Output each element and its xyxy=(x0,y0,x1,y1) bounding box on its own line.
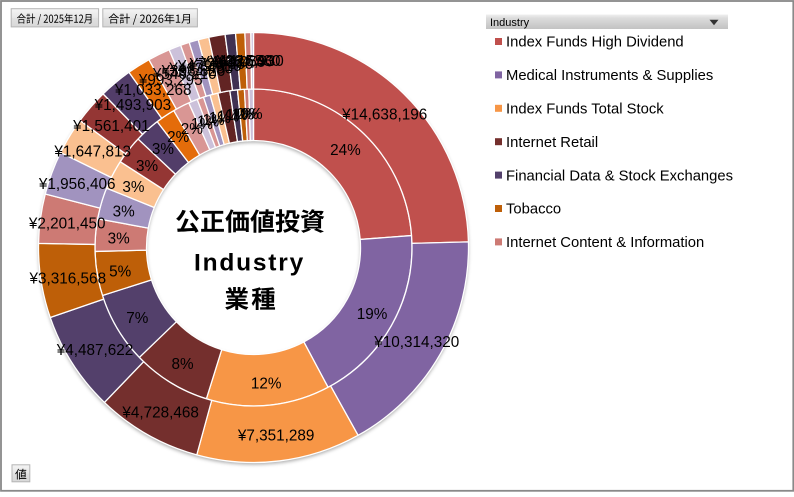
svg-text:¥10,314,320: ¥10,314,320 xyxy=(373,334,459,351)
svg-text:Tobacco: Tobacco xyxy=(506,202,561,218)
svg-text:Internet Content & Information: Internet Content & Information xyxy=(506,235,704,251)
svg-text:1%: 1% xyxy=(203,112,226,129)
svg-text:3%: 3% xyxy=(108,230,131,247)
svg-text:¥463,070: ¥463,070 xyxy=(200,54,265,71)
svg-text:¥7,351,289: ¥7,351,289 xyxy=(237,428,315,445)
svg-text:3%: 3% xyxy=(152,141,175,158)
svg-text:¥3,316,568: ¥3,316,568 xyxy=(29,270,107,287)
svg-text:24%: 24% xyxy=(330,142,361,159)
svg-text:¥1,647,813: ¥1,647,813 xyxy=(53,144,131,161)
svg-text:1%: 1% xyxy=(191,116,214,133)
svg-text:Financial Data & Stock Exchang: Financial Data & Stock Exchanges xyxy=(506,168,733,184)
svg-text:¥1,956,406: ¥1,956,406 xyxy=(38,176,116,193)
svg-text:3%: 3% xyxy=(122,179,145,196)
svg-text:¥1,561,401: ¥1,561,401 xyxy=(72,118,150,135)
svg-text:¥546,210: ¥546,210 xyxy=(152,66,217,83)
svg-text:1%: 1% xyxy=(217,108,240,125)
svg-text:¥412,640: ¥412,640 xyxy=(209,53,274,70)
svg-text:¥2,201,450: ¥2,201,450 xyxy=(28,216,106,233)
svg-text:¥115,930: ¥115,930 xyxy=(220,53,284,70)
svg-text:1%: 1% xyxy=(197,114,220,131)
svg-text:Index Funds Total Stock: Index Funds Total Stock xyxy=(506,102,664,118)
svg-text:¥1,493,903: ¥1,493,903 xyxy=(94,97,172,114)
svg-text:1%: 1% xyxy=(232,106,255,123)
svg-text:Internet Retail: Internet Retail xyxy=(506,135,598,151)
svg-text:3%: 3% xyxy=(136,158,159,175)
svg-text:12%: 12% xyxy=(251,376,282,393)
svg-text:¥264,580: ¥264,580 xyxy=(216,53,281,70)
svg-text:¥413,450: ¥413,450 xyxy=(168,61,233,78)
svg-text:3%: 3% xyxy=(113,203,136,220)
svg-text:¥4,728,468: ¥4,728,468 xyxy=(121,405,199,422)
svg-text:2%: 2% xyxy=(181,121,204,138)
svg-text:1%: 1% xyxy=(226,107,249,124)
svg-text:¥1,033,268: ¥1,033,268 xyxy=(114,82,192,99)
svg-text:7%: 7% xyxy=(126,310,149,327)
svg-text:8%: 8% xyxy=(171,356,194,373)
svg-text:2%: 2% xyxy=(167,129,190,146)
svg-text:¥396,820: ¥396,820 xyxy=(161,63,226,80)
svg-text:5%: 5% xyxy=(109,264,132,281)
svg-text:Industry: Industry xyxy=(194,250,305,277)
svg-text:0%: 0% xyxy=(237,106,260,123)
svg-text:Index Funds High Dividend: Index Funds High Dividend xyxy=(506,35,684,51)
svg-text:19%: 19% xyxy=(357,306,388,323)
svg-text:¥993,295: ¥993,295 xyxy=(138,72,203,89)
svg-text:¥4,487,622: ¥4,487,622 xyxy=(56,342,134,359)
svg-text:1%: 1% xyxy=(209,110,232,127)
svg-text:0%: 0% xyxy=(240,106,263,123)
svg-text:Medical Instruments & Supplies: Medical Instruments & Supplies xyxy=(506,68,713,84)
svg-text:¥14,638,196: ¥14,638,196 xyxy=(341,106,427,123)
svg-text:¥479,910: ¥479,910 xyxy=(177,58,242,75)
svg-text:Industry: Industry xyxy=(490,17,530,29)
svg-text:¥728,360: ¥728,360 xyxy=(189,56,254,73)
